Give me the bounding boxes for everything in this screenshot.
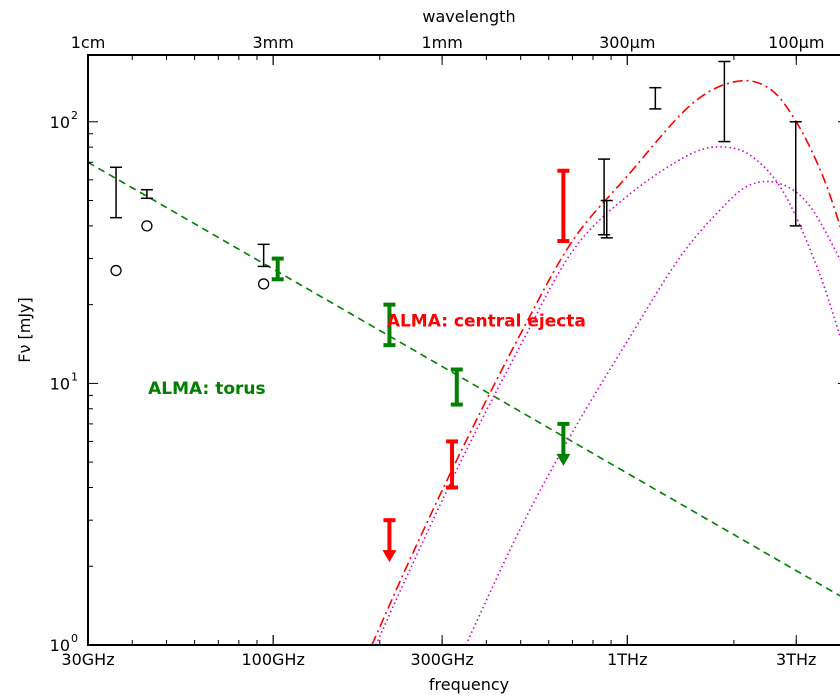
top-tick-label: 300μm [599,33,655,52]
plot-area [88,60,840,645]
x-tick-label: 30GHz [61,650,114,669]
series-line-red-dashdot-total [371,79,840,645]
y-tick-label: 10 [50,113,70,132]
x-tick-label: 100GHz [241,650,304,669]
x-tick-label: 300GHz [410,650,473,669]
open-circle-point-2 [257,278,270,290]
open-circle-point-1 [141,220,153,232]
y-tick-label: 10 [50,636,70,655]
x-axis-title: frequency [429,675,509,694]
annotation-label-1: ALMA: torus [148,379,266,399]
red-upper-limit-0-arrowhead [382,550,397,563]
x-tick-label: 1THz [607,650,647,669]
axis-ticks [87,55,840,646]
y-tick-label-exponent: 2 [71,109,78,122]
series-line-magenta-dotted-component-1 [375,146,840,645]
top-tick-label: 3mm [252,33,293,52]
y-tick-label: 10 [50,374,70,393]
y-tick-label-exponent: 0 [71,632,78,645]
top-tick-label: 100μm [768,33,824,52]
series-line-green-dashed-powerlaw [88,161,840,597]
y-tick-label-exponent: 1 [71,370,78,383]
annotations: ALMA: central ejecta ALMA: torus [148,311,586,399]
axis-tick-labels: 30GHz 100GHz 300GHz 1THz 3THz 1cm 3mm 1mm 300μm 1… [50,33,825,669]
x-tick-label: 3THz [776,650,816,669]
green-upper-limit-0-arrowhead [556,453,571,466]
plot-frame [87,54,840,646]
top-tick-label: 1cm [71,33,106,52]
series-line-magenta-dotted-component-2 [465,180,840,645]
annotation-label-0: ALMA: central ejecta [387,311,586,331]
y-axis-title: Fν [mJy] [15,297,34,362]
open-circle-point-0 [110,264,122,277]
top-tick-label: 1mm [421,33,462,52]
top-axis-title: wavelength [422,7,515,26]
